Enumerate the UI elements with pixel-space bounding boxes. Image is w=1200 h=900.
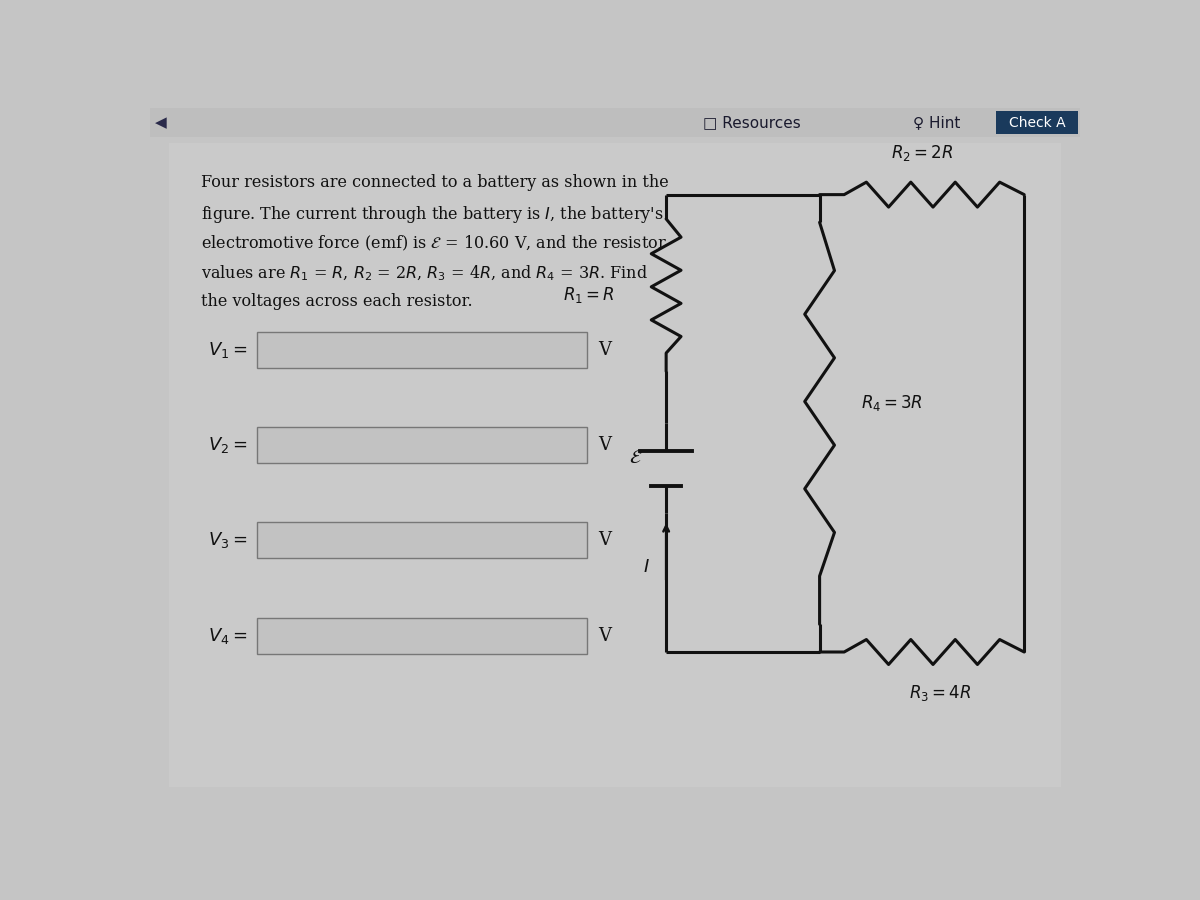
- Bar: [996, 111, 1078, 134]
- Text: $R_3=4R$: $R_3=4R$: [910, 683, 972, 703]
- Text: electromotive force (emf) is $\mathcal{E}$ = 10.60 V, and the resistor: electromotive force (emf) is $\mathcal{E…: [202, 233, 667, 253]
- Bar: [257, 332, 587, 368]
- Text: $V_2 =$: $V_2 =$: [208, 435, 247, 454]
- Text: figure. The current through the battery is $I$, the battery's: figure. The current through the battery …: [202, 203, 664, 225]
- Text: $V_3 =$: $V_3 =$: [208, 530, 247, 551]
- Text: ◀: ◀: [155, 115, 167, 130]
- Text: the voltages across each resistor.: the voltages across each resistor.: [202, 293, 473, 310]
- Text: V: V: [599, 531, 611, 549]
- Bar: [257, 427, 587, 463]
- Text: $R_4=3R$: $R_4=3R$: [862, 392, 923, 412]
- Text: $R_2=2R$: $R_2=2R$: [890, 143, 953, 164]
- Text: ♀ Hint: ♀ Hint: [912, 115, 960, 130]
- Text: Check A: Check A: [1009, 115, 1066, 130]
- Bar: [150, 108, 1080, 137]
- Text: V: V: [599, 436, 611, 454]
- Text: $\mathcal{E}$: $\mathcal{E}$: [629, 449, 643, 467]
- Text: V: V: [599, 341, 611, 359]
- Text: $I$: $I$: [642, 558, 649, 576]
- Text: $R_1= R$: $R_1= R$: [563, 285, 616, 305]
- Bar: [257, 618, 587, 654]
- Text: values are $R_1$ = $R$, $R_2$ = 2$R$, $R_3$ = 4$R$, and $R_4$ = 3$R$. Find: values are $R_1$ = $R$, $R_2$ = 2$R$, $R…: [202, 263, 648, 283]
- Bar: [257, 522, 587, 558]
- Text: □ Resources: □ Resources: [703, 115, 802, 130]
- Text: $V_1 =$: $V_1 =$: [208, 340, 247, 360]
- Text: V: V: [599, 627, 611, 645]
- Text: $V_4 =$: $V_4 =$: [208, 626, 247, 646]
- Text: Four resistors are connected to a battery as shown in the: Four resistors are connected to a batter…: [202, 174, 668, 191]
